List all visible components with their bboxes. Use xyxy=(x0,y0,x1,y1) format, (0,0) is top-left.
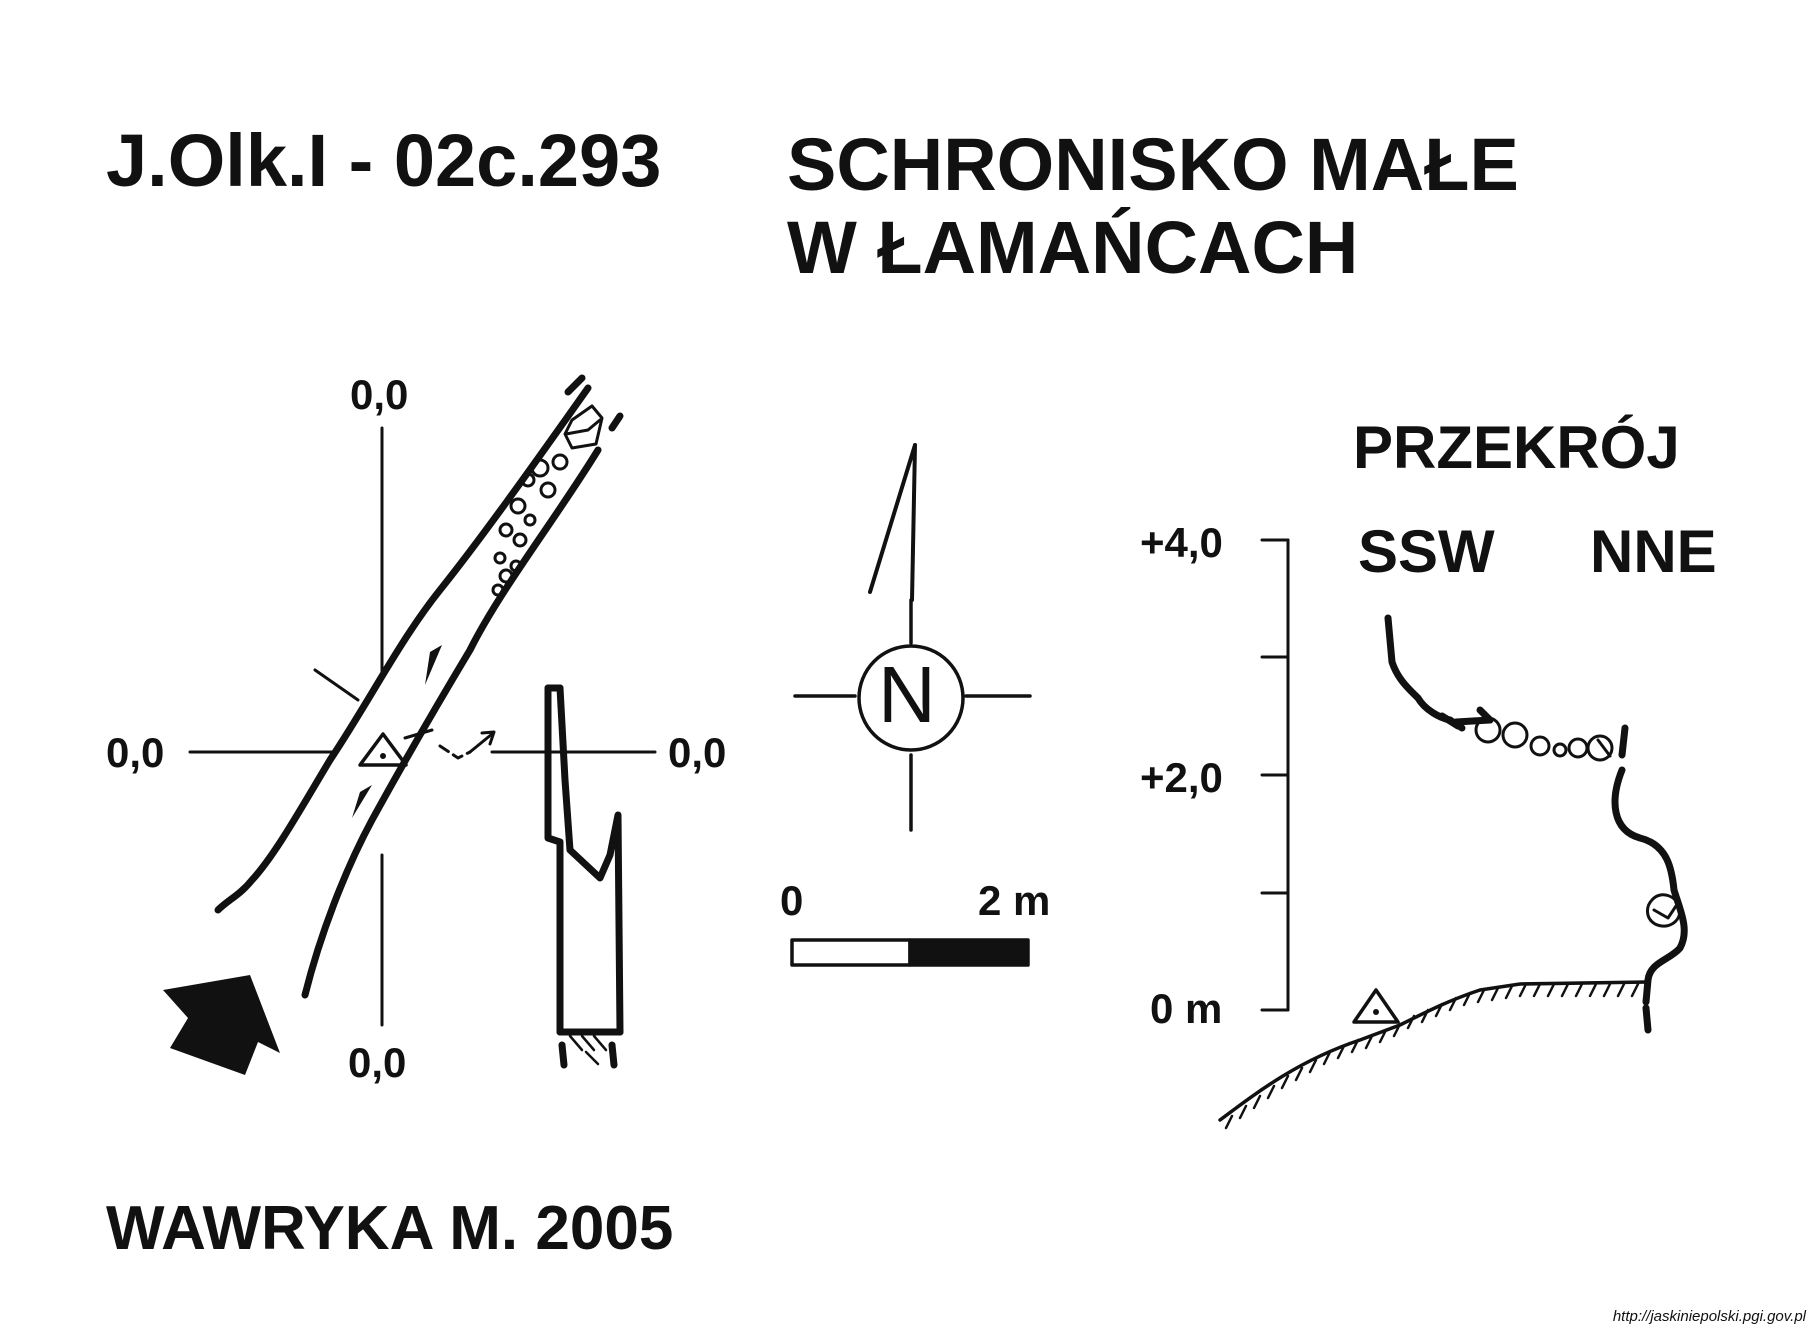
station-dot xyxy=(380,753,386,759)
plan-profile-strip xyxy=(544,684,624,1069)
section-level-bottom: 0 m xyxy=(1150,985,1223,1032)
pebble xyxy=(498,568,514,584)
rubble xyxy=(491,404,604,597)
passage-end-right xyxy=(608,412,624,432)
dashed-arrow-icon xyxy=(438,730,496,760)
profile-wall-right xyxy=(556,684,624,1036)
pebble xyxy=(491,583,505,597)
height-ruler xyxy=(1260,538,1290,1012)
pebble xyxy=(530,458,550,478)
station-triangle-icon xyxy=(358,732,408,767)
compass-circle xyxy=(857,644,965,752)
boulder-1-inner xyxy=(564,418,602,436)
section-level-top: +4,0 xyxy=(1140,519,1223,566)
cave-name-line-1: SCHRONISKO MAŁE xyxy=(787,123,1519,206)
cross-section xyxy=(1218,538,1688,1130)
section-title: PRZEKRÓJ xyxy=(1353,414,1680,481)
section-station xyxy=(1352,988,1400,1024)
pebble xyxy=(520,472,536,488)
pebble xyxy=(512,532,528,548)
source-credit: http://jaskiniepolski.pgi.gov.pl xyxy=(1612,1308,1806,1325)
north-needle-icon xyxy=(868,443,917,602)
scale-label-start: 0 xyxy=(780,877,804,924)
plan-view xyxy=(163,374,657,1075)
plan-ticks xyxy=(313,668,434,740)
pebble xyxy=(509,559,523,573)
profile-wall-left xyxy=(544,684,564,1036)
plan-passage-walls xyxy=(214,374,624,999)
slope-mark-2 xyxy=(352,785,372,818)
passage-wall-west xyxy=(214,384,592,914)
cave-code: J.Olk.I - 02c.293 xyxy=(106,119,662,202)
section-level-middle: +2,0 xyxy=(1140,754,1223,801)
profile-strip-hatch xyxy=(568,1034,608,1066)
north-arrow xyxy=(793,443,1032,832)
compass-letter: N xyxy=(878,650,936,739)
cave-name: SCHRONISKO MAŁE W ŁAMAŃCACH xyxy=(787,123,1519,290)
slope-mark-1 xyxy=(425,645,442,685)
pebble xyxy=(493,551,507,565)
scale-label-end: 2 m xyxy=(978,877,1051,924)
section-floor xyxy=(1218,980,1650,1122)
pebble xyxy=(523,513,537,527)
coord-label-top: 0,0 xyxy=(350,371,409,418)
pebble xyxy=(539,481,557,499)
wall-boulder xyxy=(1646,893,1682,928)
section-ceiling xyxy=(1384,614,1494,732)
entrance-arrow-icon xyxy=(163,975,280,1075)
scale-bar-black xyxy=(908,938,1030,967)
slope-marks xyxy=(352,645,442,818)
passage-wall-east xyxy=(301,446,602,999)
section-station-triangle-icon xyxy=(1352,988,1400,1024)
coord-label-right: 0,0 xyxy=(668,729,727,776)
passage-end-left xyxy=(564,374,586,396)
section-direction-left: SSW xyxy=(1358,518,1495,585)
cave-name-line-2: W ŁAMAŃCACH xyxy=(787,205,1359,289)
section-direction-right: NNE xyxy=(1590,518,1717,585)
coord-label-left: 0,0 xyxy=(106,729,165,776)
section-wall-right xyxy=(1611,724,1688,1034)
scale-bar xyxy=(790,938,1030,967)
coord-label-bottom: 0,0 xyxy=(348,1039,407,1086)
survey-author: WAWRYKA M. 2005 xyxy=(106,1194,674,1263)
floor-hatch xyxy=(1224,982,1640,1130)
plan-axes xyxy=(188,426,657,1027)
survey-station xyxy=(358,732,408,767)
pebble xyxy=(551,453,569,471)
pebble xyxy=(498,522,514,538)
scale-bar-white xyxy=(790,938,912,967)
section-rubble xyxy=(1474,716,1614,762)
pebble xyxy=(509,497,527,515)
